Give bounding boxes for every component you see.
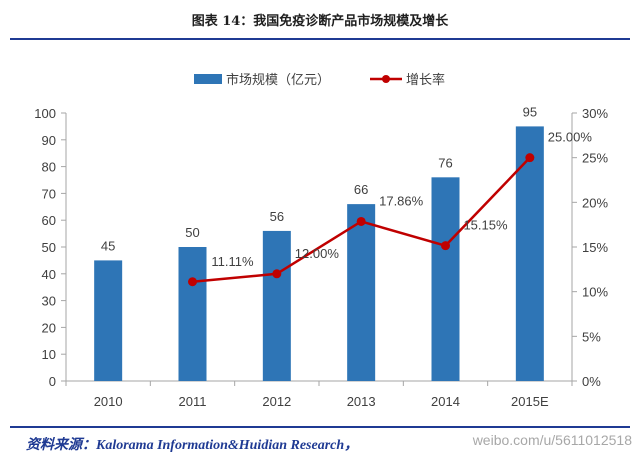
bar-value-label: 56 (270, 209, 284, 224)
growth-value-label: 17.86% (379, 193, 424, 208)
growth-value-label: 11.11% (211, 254, 254, 269)
left-tick-label: 20 (42, 320, 56, 335)
bars (94, 126, 544, 382)
left-tick-label: 90 (42, 133, 56, 148)
x-tick-label: 2013 (347, 394, 376, 409)
legend-bar-label: 市场规模（亿元） (226, 72, 330, 87)
right-tick-label: 15% (582, 240, 608, 255)
right-tick-label: 5% (582, 329, 601, 344)
x-tick-label: 2015E (511, 394, 549, 409)
bar (94, 260, 123, 381)
bar-value-label: 66 (354, 182, 368, 197)
growth-value-label: 25.00% (548, 130, 593, 145)
legend-line-label: 增长率 (406, 72, 445, 87)
source-rule (10, 426, 630, 428)
legend-line-marker (382, 75, 390, 83)
watermark: weibo.com/u/5611012518 (472, 432, 632, 448)
left-tick-label: 30 (42, 294, 56, 309)
x-tick-label: 2011 (179, 394, 207, 409)
x-tick-label: 2014 (431, 394, 460, 409)
right-tick-label: 30% (582, 106, 608, 121)
x-tick-label: 2010 (94, 394, 123, 409)
growth-point (272, 269, 282, 279)
left-tick-label: 100 (34, 106, 56, 121)
left-tick-label: 10 (42, 347, 56, 362)
left-tick-label: 0 (49, 374, 56, 389)
data-labels: 45 50 56 66 76 95 11.11% 12.00% 17.86% 15.15% 25.0… (101, 104, 592, 268)
left-tick-label: 70 (42, 186, 56, 201)
bar-value-label: 76 (438, 155, 452, 170)
bar-value-label: 95 (523, 104, 537, 119)
right-tick-label: 10% (582, 285, 608, 300)
left-tick-label: 50 (42, 240, 56, 255)
bar-value-label: 50 (185, 225, 199, 240)
bar (262, 230, 291, 381)
growth-point (525, 153, 535, 163)
right-tick-label: 0% (582, 374, 601, 389)
growth-line (188, 153, 535, 287)
bar (178, 247, 207, 381)
left-tick-label: 60 (42, 213, 56, 228)
right-tick-label: 25% (582, 151, 608, 166)
source-note: 资料来源：Kalorama Information&Huidian Resear… (26, 438, 359, 453)
right-tick-label: 20% (582, 195, 608, 210)
bar (347, 204, 376, 381)
x-tick-label: 2012 (262, 394, 291, 409)
bar-value-label: 45 (101, 238, 115, 253)
growth-value-label: 12.00% (295, 246, 340, 261)
growth-point (356, 216, 366, 226)
legend-bar-swatch (194, 74, 222, 84)
axes: 0 10 20 30 40 50 60 70 80 90 100 0% 5% 10% 15% 20% 25% 30… (34, 106, 608, 409)
title-rule (10, 38, 630, 40)
bar (515, 126, 544, 382)
left-tick-label: 40 (42, 267, 56, 282)
page-title: 图表 14：我国免疫诊断产品市场规模及增长 (191, 14, 449, 29)
growth-point (188, 277, 197, 287)
growth-point (441, 241, 450, 251)
left-tick-label: 80 (42, 160, 56, 175)
legend: 市场规模（亿元） 增长率 (194, 72, 445, 87)
growth-value-label: 15.15% (463, 218, 508, 233)
bar (431, 177, 460, 381)
